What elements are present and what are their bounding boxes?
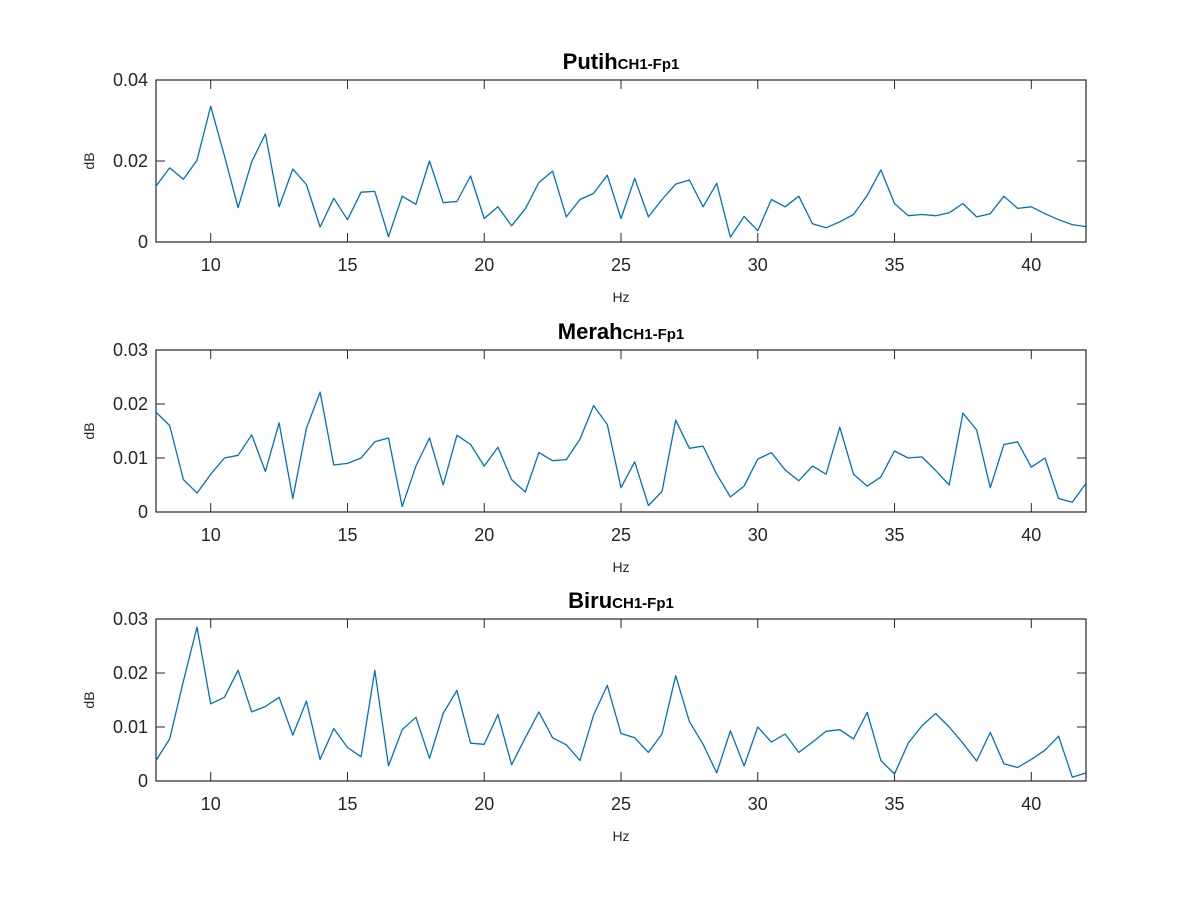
x-tick-label: 20 (474, 525, 494, 545)
subplot-biru: BiruCH1-Fp1 Hz dB 10 15 20 25 30 35 40 0 0.01 0.0… (81, 588, 1087, 844)
x-tick-label: 10 (201, 255, 221, 275)
x-tick-label: 15 (337, 794, 357, 814)
x-tick-label: 30 (748, 794, 768, 814)
x-tick-label: 25 (611, 255, 631, 275)
x-tick-label: 15 (337, 255, 357, 275)
y-tick-label: 0.03 (113, 609, 148, 629)
x-tick-label: 30 (748, 255, 768, 275)
y-tick-label: 0.01 (113, 448, 148, 468)
y-tick-label: 0.03 (113, 340, 148, 360)
tick-group: 10 15 20 25 30 35 40 0 0.01 0.02 0.03 (113, 609, 1086, 814)
tick-group: 10 15 20 25 30 35 40 0 0.02 0.04 (113, 70, 1086, 275)
x-tick-label: 35 (885, 255, 905, 275)
series-line-putih (155, 105, 1087, 238)
tick-group: 10 15 20 25 30 35 40 0 0.01 0.02 0.03 (113, 340, 1086, 545)
series-line-biru (155, 626, 1087, 778)
y-tick-label: 0.01 (113, 717, 148, 737)
x-tick-label: 30 (748, 525, 768, 545)
y-tick-label: 0 (138, 502, 148, 522)
y-tick-label: 0.02 (113, 394, 148, 414)
x-tick-label: 20 (474, 255, 494, 275)
subplot-putih: PutihCH1-Fp1 Hz dB 10 15 20 25 30 35 40 0 0.02 0.… (81, 49, 1087, 305)
axes-box (155, 618, 1087, 782)
x-axis-label: Hz (612, 289, 629, 305)
x-tick-label: 15 (337, 525, 357, 545)
subplot-title: BiruCH1-Fp1 (568, 588, 674, 613)
y-tick-label: 0.02 (113, 151, 148, 171)
x-axis-label: Hz (612, 828, 629, 844)
y-axis-label: dB (81, 152, 97, 169)
y-axis-label: dB (81, 422, 97, 439)
x-tick-label: 10 (201, 525, 221, 545)
y-axis-label: dB (81, 691, 97, 708)
subplot-merah: MerahCH1-Fp1 Hz dB 10 15 20 25 30 35 40 0 0.01 0.… (81, 319, 1087, 575)
x-tick-label: 35 (885, 525, 905, 545)
title-subscript: CH1-Fp1 (623, 326, 685, 343)
x-tick-label: 40 (1021, 255, 1041, 275)
x-axis-label: Hz (612, 559, 629, 575)
x-tick-label: 35 (885, 794, 905, 814)
x-tick-label: 25 (611, 794, 631, 814)
y-tick-label: 0 (138, 232, 148, 252)
y-tick-label: 0.04 (113, 70, 148, 90)
x-tick-label: 25 (611, 525, 631, 545)
title-main: Putih (563, 49, 618, 74)
title-subscript: CH1-Fp1 (612, 595, 674, 612)
subplot-title: PutihCH1-Fp1 (563, 49, 680, 74)
x-tick-label: 20 (474, 794, 494, 814)
y-tick-label: 0 (138, 771, 148, 791)
x-tick-label: 40 (1021, 525, 1041, 545)
x-tick-label: 10 (201, 794, 221, 814)
series-line-merah (155, 391, 1087, 508)
subplot-title: MerahCH1-Fp1 (558, 319, 684, 344)
y-tick-label: 0.02 (113, 663, 148, 683)
title-subscript: CH1-Fp1 (618, 56, 680, 73)
x-tick-label: 40 (1021, 794, 1041, 814)
title-main: Merah (558, 319, 623, 344)
title-main: Biru (568, 588, 612, 613)
